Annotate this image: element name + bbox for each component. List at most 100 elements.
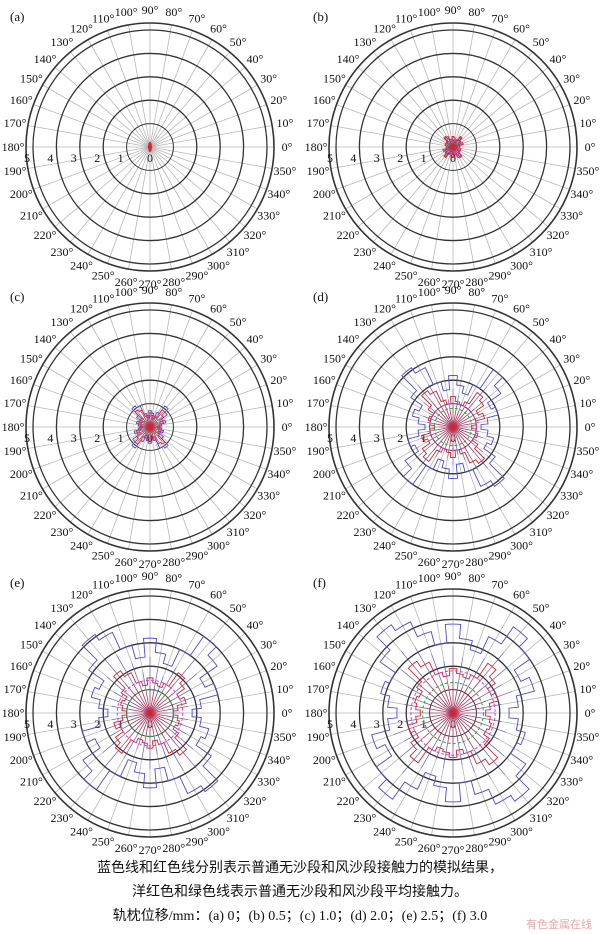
angle-tick-label: 350° — [577, 164, 600, 178]
mean-circle-magenta_mean — [116, 679, 184, 747]
grid-spoke — [149, 104, 267, 148]
series-spike-red_series — [149, 712, 172, 722]
radial-tick-label: 4 — [47, 151, 53, 165]
series-spike-red_series — [449, 426, 454, 447]
series-spike-red_series — [149, 712, 171, 717]
mean-circle-magenta_mean — [429, 403, 477, 451]
series-spike-red_series — [145, 712, 151, 736]
angle-tick-label: 210° — [323, 489, 346, 503]
grid-spoke — [452, 146, 570, 190]
angle-tick-label: 170° — [307, 682, 330, 696]
grid-spoke — [345, 146, 454, 210]
radial-tick-label: 2 — [397, 717, 403, 731]
angle-tick-label: 70° — [188, 11, 205, 25]
grid-spoke — [452, 146, 576, 169]
series-spike-red_series — [129, 695, 151, 714]
angle-tick-label: 180° — [2, 420, 25, 434]
angle-tick-label: 320° — [244, 794, 267, 808]
angle-tick-label: 250° — [395, 269, 418, 283]
series-spike-red_series — [452, 416, 472, 428]
grid-circle-5 — [335, 595, 571, 831]
radial-tick-label: 2 — [94, 151, 100, 165]
grid-spoke — [149, 39, 213, 148]
angle-tick-label: 230° — [354, 525, 377, 539]
grid-spoke — [54, 146, 151, 228]
angle-tick-label: 290° — [185, 835, 208, 849]
grid-spoke — [452, 146, 516, 255]
grid-circle-2 — [102, 99, 198, 195]
angle-tick-label: 260° — [115, 841, 138, 855]
angle-tick-label: 320° — [244, 228, 267, 242]
angle-tick-label: 290° — [185, 269, 208, 283]
grid-spoke — [452, 146, 475, 270]
series-spike-red_series — [452, 712, 482, 724]
grid-circle-5 — [32, 595, 268, 831]
grid-spoke — [87, 319, 151, 428]
grid-spoke — [87, 39, 151, 148]
grid-spoke — [149, 125, 273, 148]
series-spike-red_series — [149, 712, 176, 743]
angle-tick-label: 60° — [513, 301, 530, 315]
angle-tick-label: 180° — [305, 420, 328, 434]
series-spike-red_series — [452, 426, 461, 447]
grid-spoke — [33, 146, 151, 190]
angle-tick-label: 300° — [510, 259, 533, 273]
radial-tick-label: 1 — [421, 151, 427, 165]
series-spike-red_series — [452, 426, 469, 437]
angle-tick-label: 60° — [210, 587, 227, 601]
angle-tick-label: 190° — [307, 444, 330, 458]
series-spike-red_series — [149, 692, 175, 714]
angle-tick-label: 220° — [337, 508, 360, 522]
mean-circle-magenta_mean — [138, 415, 162, 439]
radial-tick-label: 5 — [24, 431, 30, 445]
grid-spoke — [149, 146, 258, 210]
angle-tick-label: 60° — [210, 301, 227, 315]
radial-tick-label: 4 — [350, 717, 356, 731]
angle-tick-label: 310° — [227, 811, 250, 825]
series-spike-red_series — [427, 691, 454, 714]
angle-tick-label: 80° — [468, 5, 485, 19]
angle-tick-label: 160° — [313, 373, 336, 387]
angle-tick-label: 150° — [20, 72, 43, 86]
grid-circle-1 — [126, 403, 174, 451]
angle-tick-label: 40° — [550, 618, 567, 632]
series-spike-red_series — [452, 426, 469, 453]
angle-tick-label: 80° — [468, 285, 485, 299]
angle-tick-label: 350° — [274, 730, 297, 744]
angle-tick-label: 280° — [162, 275, 185, 289]
grid-spoke — [410, 146, 454, 264]
grid-circle-5 — [32, 309, 268, 545]
angle-tick-label: 300° — [207, 539, 230, 553]
grid-spoke — [452, 39, 516, 148]
series-spike-red_series — [423, 712, 454, 749]
mean-circle-green_mean — [447, 141, 459, 153]
grid-spoke — [149, 146, 193, 264]
grid-circle-outer — [25, 588, 275, 838]
series-spike-red_series — [123, 712, 151, 723]
series-spike-red_series — [452, 712, 479, 735]
angle-tick-label: 310° — [227, 245, 250, 259]
polar-figure-grid: (a)0123450°10°20°30°40°50°60°70°80°90°10… — [2, 3, 600, 857]
angle-tick-label: 0° — [585, 140, 596, 154]
angle-tick-label: 130° — [51, 35, 74, 49]
grid-circle-4 — [358, 618, 548, 808]
grid-spoke — [357, 66, 454, 148]
grid-circle-5 — [335, 309, 571, 545]
angle-tick-label: 270° — [139, 557, 162, 571]
radial-tick-label: 3 — [71, 151, 77, 165]
grid-circle-2 — [102, 379, 198, 475]
grid-circle-2 — [405, 99, 501, 195]
angle-tick-label: 260° — [418, 841, 441, 855]
series-spike-red_series — [149, 709, 171, 714]
angle-tick-label: 20° — [270, 659, 287, 673]
angle-tick-label: 280° — [162, 841, 185, 855]
mean-circle-green_mean — [433, 407, 473, 447]
angle-tick-label: 180° — [2, 706, 25, 720]
grid-spoke — [372, 146, 454, 243]
series-spike-red_series — [128, 712, 151, 726]
radial-tick-label: 4 — [350, 151, 356, 165]
angle-tick-label: 310° — [530, 525, 553, 539]
angle-tick-label: 340° — [570, 753, 593, 767]
angle-tick-label: 110° — [395, 577, 418, 591]
series-spike-red_series — [422, 676, 454, 714]
